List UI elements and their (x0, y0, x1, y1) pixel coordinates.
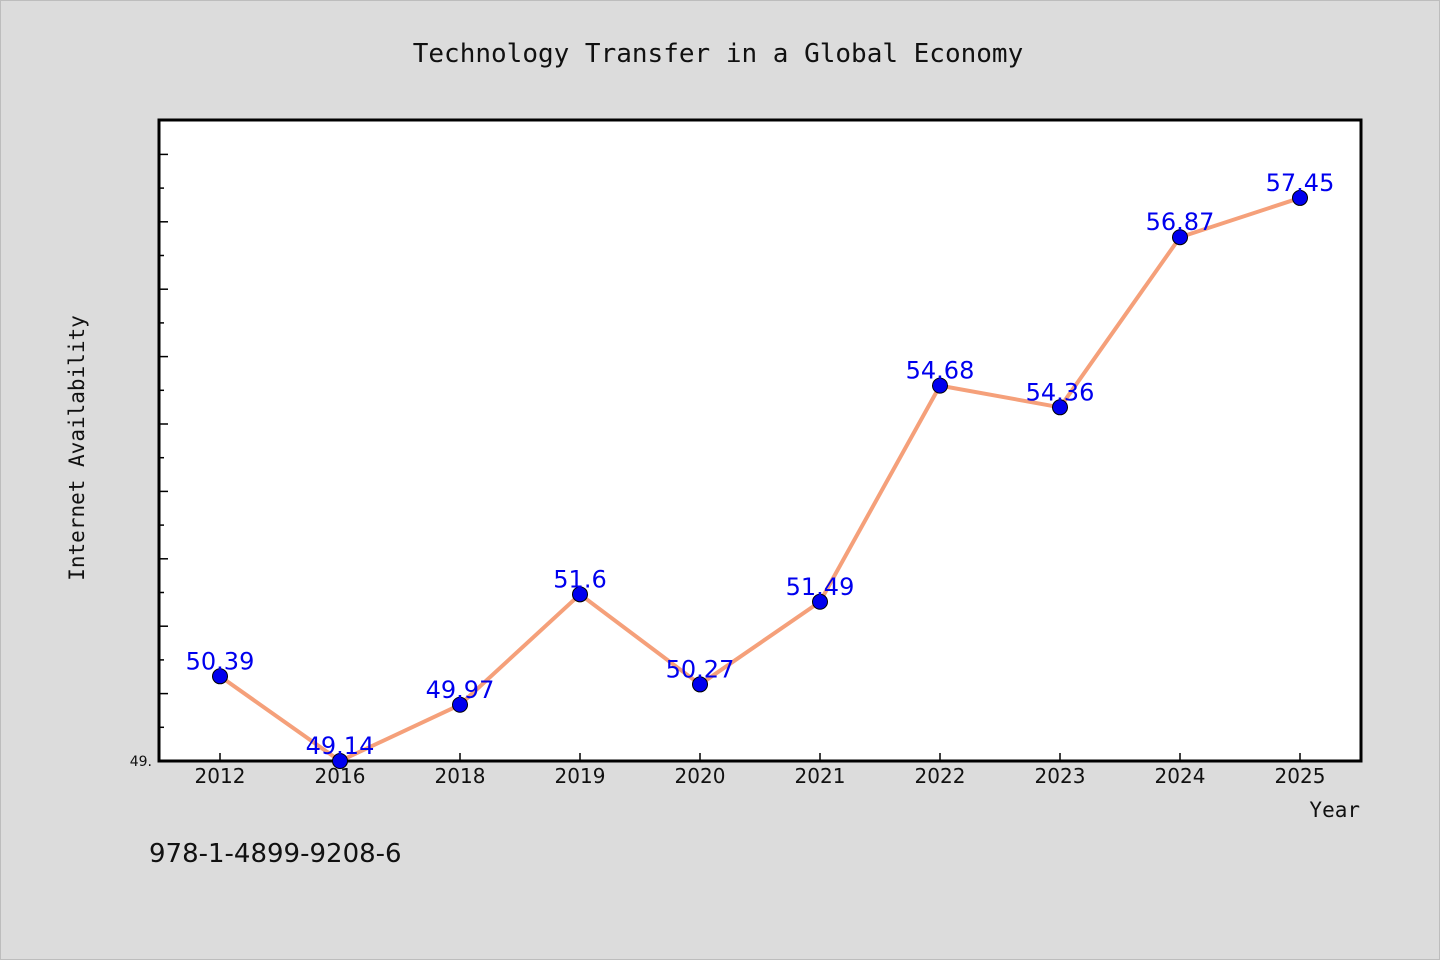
x-tick-label: 2025 (1275, 764, 1326, 788)
plot-area (157, 118, 1363, 763)
y-tick-label: 49. (130, 754, 152, 770)
x-tick-label: 2021 (795, 764, 846, 788)
data-point-marker (932, 377, 948, 394)
data-point-marker (692, 676, 708, 693)
data-label: 49.14 (306, 732, 375, 760)
data-point-marker (572, 586, 588, 603)
x-tick-label: 2018 (435, 764, 486, 788)
y-axis-label: Internet Availability (65, 315, 89, 581)
y-axis-ticks (159, 153, 168, 762)
series-markers (212, 189, 1308, 769)
x-tick-label: 2022 (915, 764, 966, 788)
series-line (218, 196, 1301, 763)
data-point-marker (332, 753, 348, 769)
x-tick-label: 2020 (675, 764, 726, 788)
data-label: 57.45 (1266, 169, 1335, 197)
x-axis-tick-labels: 2012 2016 2018 2019 2020 2021 2022 2023 2024 2025 (195, 764, 1326, 788)
data-point-marker (212, 668, 228, 685)
data-point-marker (812, 593, 828, 610)
data-label: 50.39 (186, 647, 255, 675)
data-point-marker (1292, 189, 1308, 206)
data-labels: 50.39 49.14 49.97 51.6 50.27 51.49 54.68 54.36 5… (186, 169, 1335, 760)
x-tick-label: 2024 (1155, 764, 1206, 788)
data-label: 49.97 (426, 676, 495, 704)
data-point-marker (452, 696, 468, 713)
x-tick-label: 2019 (555, 764, 606, 788)
data-label: 50.27 (666, 655, 735, 683)
data-label: 51.6 (553, 565, 606, 593)
data-label: 54.68 (906, 357, 975, 385)
x-axis-label: Year (1309, 798, 1360, 822)
x-tick-label: 2023 (1035, 764, 1086, 788)
data-label: 51.49 (786, 573, 855, 601)
isbn-note: 978-1-4899-9208-6 (149, 839, 402, 869)
data-point-marker (1172, 229, 1188, 246)
data-label: 56.87 (1146, 208, 1215, 236)
chart-title: Technology Transfer in a Global Economy (413, 39, 1023, 69)
data-label: 54.36 (1026, 378, 1095, 406)
x-tick-label: 2012 (195, 764, 246, 788)
data-point-marker (1052, 399, 1068, 416)
